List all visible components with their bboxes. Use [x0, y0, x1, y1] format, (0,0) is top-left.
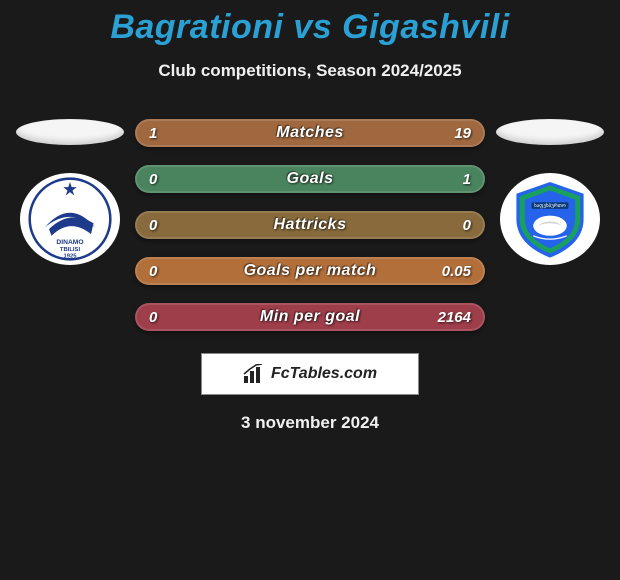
- stat-right-value: 2164: [438, 309, 471, 326]
- stat-left-value: 1: [149, 125, 157, 142]
- brand-box[interactable]: FcTables.com: [201, 353, 419, 395]
- svg-text:1925: 1925: [63, 254, 77, 260]
- right-crest: საფეხბურთო: [500, 173, 600, 265]
- stat-label: Goals: [135, 170, 485, 188]
- stat-right-value: 19: [454, 125, 471, 142]
- main-row: DINAMO TBILISI 1925 1Matches190Goals10Ha…: [0, 119, 620, 331]
- stat-left-value: 0: [149, 309, 157, 326]
- stat-left-value: 0: [149, 171, 157, 188]
- subtitle: Club competitions, Season 2024/2025: [0, 61, 620, 81]
- stat-label: Goals per match: [135, 262, 485, 280]
- stats-column: 1Matches190Goals10Hattricks00Goals per m…: [135, 119, 485, 331]
- right-column: საფეხბურთო: [495, 119, 605, 265]
- stat-left-value: 0: [149, 217, 157, 234]
- samtredia-logo-icon: საფეხბურთო: [508, 177, 592, 261]
- left-crest: DINAMO TBILISI 1925: [20, 173, 120, 265]
- stat-right-value: 0: [463, 217, 471, 234]
- left-column: DINAMO TBILISI 1925: [15, 119, 125, 265]
- stat-left-value: 0: [149, 263, 157, 280]
- svg-text:TBILISI: TBILISI: [60, 247, 81, 253]
- stat-bar-goals-per-match: 0Goals per match0.05: [135, 257, 485, 285]
- stat-right-value: 1: [463, 171, 471, 188]
- brand-text: FcTables.com: [271, 365, 377, 383]
- date-text: 3 november 2024: [0, 413, 620, 433]
- stat-bar-hattricks: 0Hattricks0: [135, 211, 485, 239]
- dinamo-logo-icon: DINAMO TBILISI 1925: [28, 177, 112, 261]
- left-cap: [16, 119, 124, 145]
- bars-icon: [243, 364, 267, 384]
- stat-label: Min per goal: [135, 308, 485, 326]
- stat-bar-matches: 1Matches19: [135, 119, 485, 147]
- page-title: Bagrationi vs Gigashvili: [0, 8, 620, 47]
- stat-right-value: 0.05: [442, 263, 471, 280]
- stat-bar-min-per-goal: 0Min per goal2164: [135, 303, 485, 331]
- stat-label: Matches: [135, 124, 485, 142]
- stat-bar-goals: 0Goals1: [135, 165, 485, 193]
- svg-text:DINAMO: DINAMO: [56, 239, 83, 246]
- svg-text:საფეხბურთო: საფეხბურთო: [534, 202, 566, 209]
- right-cap: [496, 119, 604, 145]
- comparison-card: Bagrationi vs Gigashvili Club competitio…: [0, 0, 620, 433]
- stat-label: Hattricks: [135, 216, 485, 234]
